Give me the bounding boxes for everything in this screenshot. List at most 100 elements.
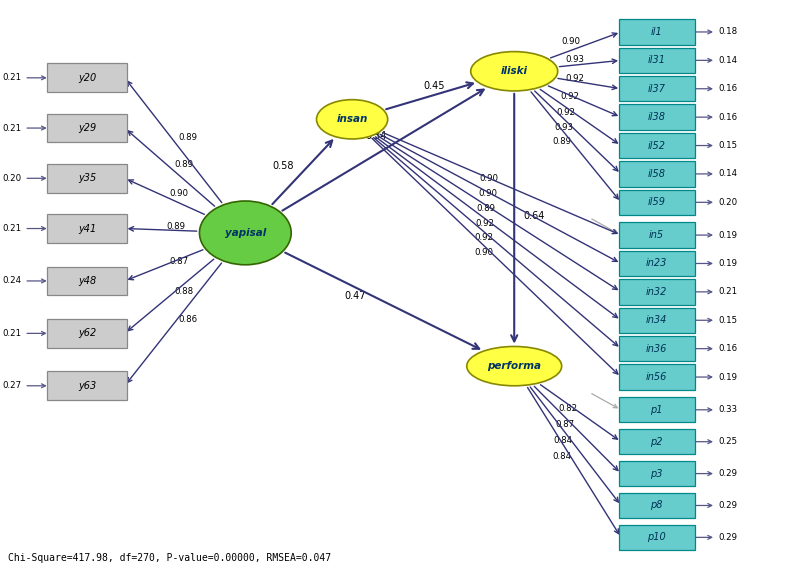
- Text: 0.24: 0.24: [2, 277, 22, 285]
- Text: y35: y35: [78, 173, 96, 183]
- Text: 0.64: 0.64: [523, 210, 545, 221]
- Text: 0.19: 0.19: [718, 231, 738, 240]
- Text: p10: p10: [647, 532, 666, 542]
- Text: y62: y62: [78, 328, 96, 338]
- Text: 0.14: 0.14: [718, 56, 738, 65]
- Text: 0.27: 0.27: [2, 381, 22, 390]
- Text: 0.29: 0.29: [718, 501, 738, 510]
- Text: 0.19: 0.19: [718, 259, 738, 268]
- Text: in36: in36: [646, 344, 667, 354]
- Text: il58: il58: [647, 169, 666, 179]
- Text: y48: y48: [78, 276, 96, 286]
- Text: 0.58: 0.58: [273, 162, 294, 171]
- Text: yapisal: yapisal: [224, 228, 266, 238]
- Ellipse shape: [466, 347, 562, 386]
- FancyBboxPatch shape: [619, 161, 695, 187]
- Text: 0.15: 0.15: [718, 316, 738, 325]
- Text: il59: il59: [647, 197, 666, 208]
- FancyBboxPatch shape: [48, 267, 127, 296]
- Text: in56: in56: [646, 372, 667, 382]
- Text: il38: il38: [647, 112, 666, 122]
- Text: 0.92: 0.92: [557, 108, 575, 117]
- Text: 0.20: 0.20: [2, 174, 22, 183]
- Text: 0.33: 0.33: [718, 405, 738, 415]
- FancyBboxPatch shape: [619, 397, 695, 423]
- Text: Chi-Square=417.98, df=270, P-value=0.00000, RMSEA=0.047: Chi-Square=417.98, df=270, P-value=0.000…: [8, 553, 331, 563]
- FancyBboxPatch shape: [619, 223, 695, 248]
- Text: 0.18: 0.18: [718, 28, 738, 36]
- Text: 0.89: 0.89: [178, 133, 197, 143]
- Text: y63: y63: [78, 381, 96, 391]
- Text: il1: il1: [650, 27, 663, 37]
- FancyBboxPatch shape: [48, 371, 127, 400]
- Text: in23: in23: [646, 259, 667, 269]
- Text: 0.89: 0.89: [174, 160, 194, 169]
- Text: 0.21: 0.21: [2, 329, 22, 338]
- Text: il52: il52: [647, 140, 666, 151]
- Text: 0.45: 0.45: [424, 82, 445, 91]
- Text: 0.93: 0.93: [566, 55, 585, 64]
- Text: 0.82: 0.82: [558, 404, 577, 412]
- Text: 0.90: 0.90: [562, 37, 580, 45]
- Text: 0.29: 0.29: [718, 469, 738, 478]
- Text: 0.21: 0.21: [2, 124, 22, 133]
- Text: 0.86: 0.86: [178, 315, 197, 324]
- FancyBboxPatch shape: [619, 190, 695, 215]
- FancyBboxPatch shape: [619, 105, 695, 130]
- FancyBboxPatch shape: [48, 114, 127, 143]
- Text: 0.88: 0.88: [174, 288, 194, 296]
- FancyBboxPatch shape: [48, 214, 127, 243]
- Ellipse shape: [316, 99, 387, 139]
- Text: 0.20: 0.20: [718, 198, 738, 207]
- FancyBboxPatch shape: [619, 76, 695, 101]
- Text: 0.34: 0.34: [366, 131, 387, 141]
- FancyBboxPatch shape: [619, 429, 695, 454]
- Text: 0.92: 0.92: [560, 92, 579, 101]
- FancyBboxPatch shape: [619, 48, 695, 73]
- FancyBboxPatch shape: [619, 365, 695, 390]
- FancyBboxPatch shape: [619, 461, 695, 486]
- Text: 0.21: 0.21: [2, 74, 22, 82]
- Text: 0.19: 0.19: [718, 373, 738, 382]
- Text: il31: il31: [647, 55, 666, 66]
- Text: 0.47: 0.47: [345, 291, 366, 301]
- Text: y20: y20: [78, 73, 96, 83]
- FancyBboxPatch shape: [619, 525, 695, 550]
- Text: p2: p2: [650, 436, 663, 447]
- Text: 0.90: 0.90: [479, 174, 498, 183]
- Text: 0.29: 0.29: [718, 533, 738, 542]
- Text: 0.89: 0.89: [477, 204, 495, 213]
- Text: 0.92: 0.92: [565, 75, 584, 83]
- Text: 0.90: 0.90: [169, 189, 189, 198]
- FancyBboxPatch shape: [619, 308, 695, 333]
- Text: il37: il37: [647, 84, 666, 94]
- Text: p1: p1: [650, 405, 663, 415]
- Text: 0.93: 0.93: [554, 122, 573, 132]
- Text: 0.84: 0.84: [552, 453, 571, 461]
- Text: y41: y41: [78, 224, 96, 233]
- Text: 0.89: 0.89: [166, 222, 185, 231]
- Text: 0.92: 0.92: [476, 219, 495, 228]
- Text: 0.87: 0.87: [555, 420, 575, 429]
- Text: insan: insan: [337, 114, 368, 124]
- Text: in34: in34: [646, 315, 667, 325]
- FancyBboxPatch shape: [619, 279, 695, 305]
- Text: 0.16: 0.16: [718, 344, 738, 353]
- Text: 0.92: 0.92: [475, 233, 494, 243]
- FancyBboxPatch shape: [619, 493, 695, 518]
- Text: 0.25: 0.25: [718, 437, 738, 446]
- Text: 0.90: 0.90: [474, 248, 493, 257]
- Text: 0.16: 0.16: [718, 85, 738, 93]
- Ellipse shape: [470, 52, 558, 91]
- Text: 0.21: 0.21: [2, 224, 22, 233]
- FancyBboxPatch shape: [48, 319, 127, 348]
- Text: y29: y29: [78, 123, 96, 133]
- Text: 0.89: 0.89: [552, 137, 571, 146]
- Text: p8: p8: [650, 500, 663, 511]
- Text: 0.15: 0.15: [718, 141, 738, 150]
- Text: iliski: iliski: [500, 66, 528, 76]
- Text: 0.84: 0.84: [554, 436, 572, 445]
- Text: in32: in32: [646, 287, 667, 297]
- Text: 0.14: 0.14: [718, 170, 738, 178]
- Text: in5: in5: [649, 230, 664, 240]
